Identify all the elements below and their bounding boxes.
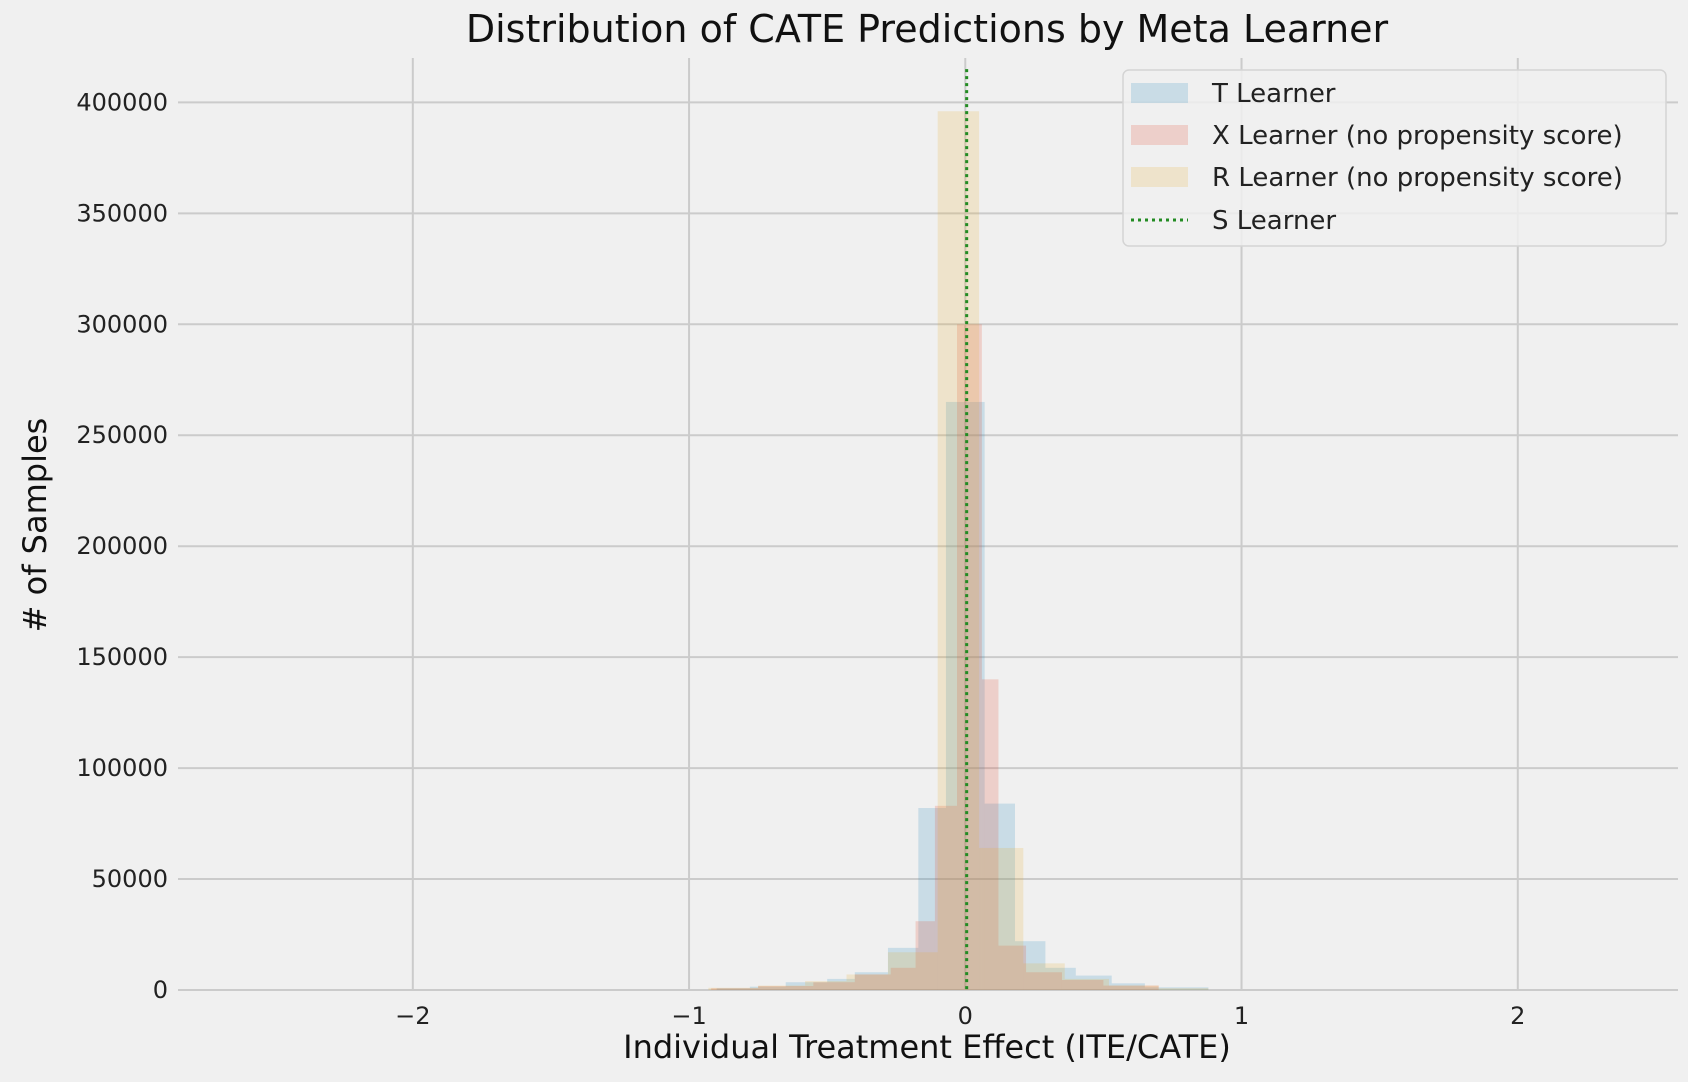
histogram-bar-t-learner (1144, 987, 1209, 990)
y-axis-label: # of Samples (16, 418, 54, 633)
legend-label-x-learner: X Learner (no propensity score) (1212, 121, 1623, 151)
histogram-bar-t-learner (1111, 983, 1145, 990)
histogram-bar-t-learner (749, 986, 786, 990)
x-axis-label: Individual Treatment Effect (ITE/CATE) (623, 1028, 1231, 1066)
histogram-bar-t-learner (984, 803, 1016, 990)
histogram-bar-r-learner (1158, 988, 1209, 990)
histogram-bar-t-learner (945, 401, 985, 990)
legend-swatch-x-learner (1131, 125, 1188, 145)
y-tick-label: 400000 (76, 88, 168, 116)
legend-frame (1122, 69, 1667, 247)
histogram-bar-r-learner (846, 974, 888, 990)
histogram-bar-r-learner (887, 952, 938, 990)
histogram-bar-r-learner (1064, 978, 1109, 990)
y-tick-label: 50000 (92, 865, 168, 893)
bars-layer (708, 111, 1209, 990)
histogram-bar-r-learner (758, 985, 806, 990)
legend-swatch-t-learner (1131, 83, 1188, 103)
x-tick-label: −2 (395, 1002, 430, 1030)
histogram-bar-t-learner (827, 978, 855, 990)
histogram-bar-x-learner (854, 974, 891, 990)
histogram-bar-x-learner (1026, 972, 1062, 990)
x-tick-label: 0 (958, 1002, 973, 1030)
histogram-bar-t-learner (887, 947, 919, 990)
histogram-bar-t-learner (785, 982, 828, 990)
histogram-bar-x-learner (957, 324, 982, 990)
histogram-bar-t-learner (1045, 967, 1076, 990)
histogram-bar-t-learner (918, 808, 946, 990)
legend-label-r-learner: R Learner (no propensity score) (1212, 163, 1623, 193)
y-tick-label: 250000 (76, 421, 168, 449)
legend-label-t-learner: T Learner (1211, 79, 1336, 109)
y-tick-label: 100000 (76, 754, 168, 782)
histogram-bar-x-learner (934, 805, 958, 990)
y-tick-label: 150000 (76, 643, 168, 671)
histogram-bar-r-learner (979, 847, 1024, 990)
histogram-bar-x-learner (1103, 985, 1159, 990)
histogram-bar-t-learner (1015, 941, 1046, 990)
y-tick-label: 200000 (76, 532, 168, 560)
x-tick-label: −1 (671, 1002, 706, 1030)
histogram-bar-x-learner (998, 945, 1027, 990)
histogram-bar-r-learner (937, 111, 980, 990)
histogram-bar-x-learner (711, 988, 759, 990)
legend-swatch-r-learner (1131, 167, 1188, 187)
y-tick-label: 300000 (76, 310, 168, 338)
histogram-bar-t-learner (1075, 975, 1112, 990)
histogram-bar-x-learner (915, 921, 935, 990)
histogram-bar-t-learner (716, 988, 750, 990)
y-tick-label: 350000 (76, 199, 168, 227)
histogram-bar-x-learner (890, 967, 916, 990)
histogram-bar-r-learner (1023, 963, 1065, 990)
y-tick-label: 0 (153, 976, 168, 1004)
histogram-bar-r-learner (708, 987, 759, 990)
histogram-bar-r-learner (1108, 985, 1159, 990)
histogram-bar-r-learner (805, 981, 847, 990)
chart-title: Distribution of CATE Predictions by Meta… (466, 7, 1389, 51)
x-tick-label: 2 (1510, 1002, 1525, 1030)
ticks-layer: −2 −1 0 1 2 0 50000 100000 150000 200000 250000 300… (76, 88, 1525, 1030)
histogram-bar-x-learner (758, 986, 814, 990)
histogram-bar-x-learner (1061, 980, 1104, 990)
histogram-bar-x-learner (813, 982, 855, 990)
histogram-bar-t-learner (854, 972, 888, 990)
histogram-bar-x-learner (981, 679, 999, 990)
x-tick-label: 1 (1234, 1002, 1249, 1030)
legend: T Learner X Learner (no propensity score… (1122, 69, 1667, 247)
legend-label-s-learner: S Learner (1212, 206, 1336, 236)
